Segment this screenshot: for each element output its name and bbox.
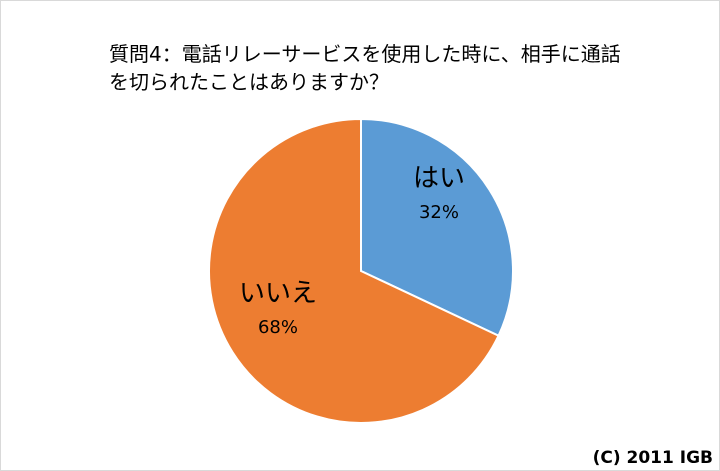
slice-category-label: いいえ [239,279,317,309]
chart-title: 質問4：電話リレーサービスを使用した時に、相手に通話 を切られたことはありますか… [109,42,621,94]
pie-slice-1 [360,117,514,338]
pie-slice-2 [208,117,500,424]
slice-value-label: 32% [419,202,459,223]
pie-slices [208,117,514,424]
pie-labels: はい 32% いいえ 68% [239,164,465,339]
slice-category-label: はい [413,164,465,194]
slice-value-label: 68% [258,317,298,338]
copyright-notice: (C) 2011 IGB [592,448,713,468]
